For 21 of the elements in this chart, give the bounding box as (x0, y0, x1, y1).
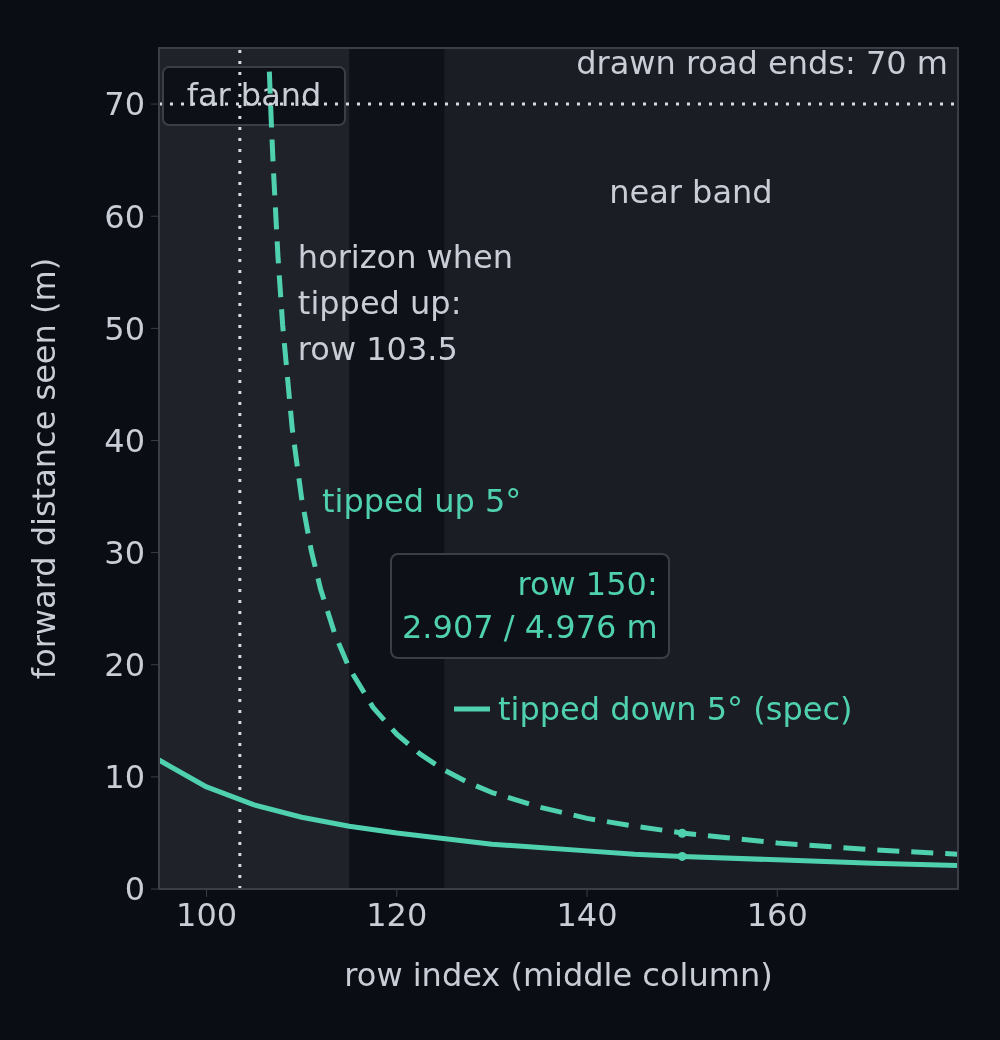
annotation: row 150: 2.907 / 4.976 m (402, 564, 658, 649)
y-tick-label: 0 (124, 870, 145, 909)
band-label: far band (186, 76, 322, 114)
y-tick-label: 70 (104, 85, 145, 124)
legend-label: tipped down 5° (spec) (498, 690, 853, 728)
y-tick-label: 10 (104, 758, 145, 797)
x-tick-label: 100 (176, 895, 238, 934)
band-label: near band (609, 173, 773, 211)
y-tick-label: 20 (104, 646, 145, 685)
x-axis-title: row index (middle column) (344, 956, 773, 994)
y-tick-label: 40 (104, 421, 145, 460)
x-tick-label: 160 (746, 895, 808, 934)
y-tick-label: 60 (104, 197, 145, 236)
series-label: tipped up 5° (322, 482, 522, 520)
x-tick-label: 140 (556, 895, 618, 934)
ref-line-label: drawn road ends: 70 m (576, 44, 948, 83)
y-tick-label: 30 (104, 533, 145, 572)
y-axis-title: forward distance seen (m) (25, 257, 64, 680)
ref-line-label: horizon when tipped up: row 103.5 (297, 238, 514, 368)
y-tick-label: 50 (104, 309, 145, 348)
x-tick-label: 120 (366, 895, 428, 934)
